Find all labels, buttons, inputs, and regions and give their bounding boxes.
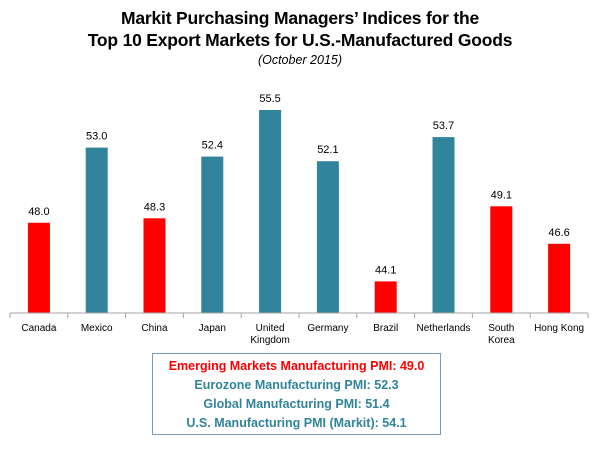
- category-label: Germany: [307, 323, 348, 334]
- bar-canada: [27, 222, 50, 313]
- chart-title-line-1: Markit Purchasing Managers’ Indices for …: [120, 8, 480, 28]
- chart-subtitle: (October 2015): [257, 53, 343, 67]
- bar-china: [143, 218, 166, 313]
- bar-brazil: [374, 281, 397, 313]
- value-label: 53.7: [433, 120, 454, 132]
- bar-japan: [201, 156, 224, 313]
- category-label: Mexico: [81, 323, 113, 334]
- value-label: 49.1: [491, 189, 512, 201]
- summary-global-pmi: Global Manufacturing PMI: 51.4: [203, 397, 390, 411]
- category-label: United Kingdom: [250, 323, 289, 346]
- chart-title-line-2: Top 10 Export Markets for U.S.-Manufactu…: [87, 30, 513, 50]
- value-label: 44.1: [375, 264, 396, 276]
- value-label: 48.0: [28, 206, 49, 218]
- category-label: Japan: [199, 323, 226, 334]
- bar-mexico: [85, 147, 108, 313]
- bar-germany: [316, 161, 339, 313]
- category-label: Brazil: [373, 323, 398, 334]
- category-label: China: [141, 323, 168, 334]
- summary-us-pmi: U.S. Manufacturing PMI (Markit): 54.1: [186, 416, 407, 430]
- value-label: 48.3: [144, 201, 165, 213]
- value-label: 52.4: [202, 140, 223, 152]
- bar-united-kingdom: [259, 110, 282, 313]
- summary-box: Emerging Markets Manufacturing PMI: 49.0…: [152, 353, 441, 435]
- category-label: Netherlands: [417, 323, 471, 334]
- value-label: 52.1: [317, 144, 338, 156]
- value-label: 55.5: [259, 93, 280, 105]
- category-label: South Korea: [488, 323, 515, 346]
- summary-eurozone-pmi: Eurozone Manufacturing PMI: 52.3: [194, 378, 399, 392]
- bar-south-korea: [490, 206, 513, 313]
- value-label: 46.6: [548, 227, 569, 239]
- category-label: Hong Kong: [534, 323, 584, 334]
- bar-chart: 48.0 Canada 53.0 Mexico 48.3 China 52.4 Japan 55…: [9, 93, 589, 346]
- bar-hong-kong: [548, 243, 571, 313]
- category-label: Canada: [21, 323, 56, 334]
- summary-emerging-markets-pmi: Emerging Markets Manufacturing PMI: 49.0: [168, 359, 425, 373]
- value-label: 53.0: [86, 131, 107, 143]
- bar-netherlands: [432, 137, 455, 313]
